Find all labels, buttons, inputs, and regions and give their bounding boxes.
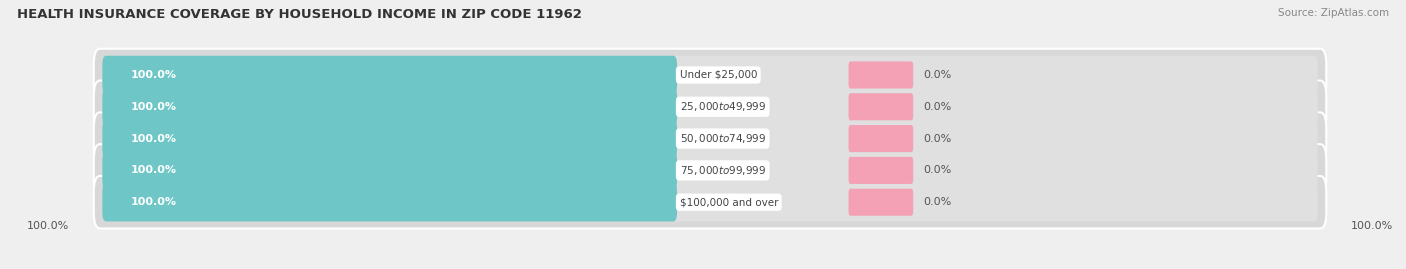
Text: $75,000 to $99,999: $75,000 to $99,999 <box>679 164 766 177</box>
FancyBboxPatch shape <box>103 183 678 221</box>
FancyBboxPatch shape <box>94 49 1326 101</box>
Text: $100,000 and over: $100,000 and over <box>679 197 778 207</box>
FancyBboxPatch shape <box>103 56 1317 94</box>
Text: 0.0%: 0.0% <box>924 134 952 144</box>
FancyBboxPatch shape <box>103 87 1317 126</box>
FancyBboxPatch shape <box>103 119 678 158</box>
Text: 0.0%: 0.0% <box>924 197 952 207</box>
FancyBboxPatch shape <box>94 112 1326 165</box>
Text: HEALTH INSURANCE COVERAGE BY HOUSEHOLD INCOME IN ZIP CODE 11962: HEALTH INSURANCE COVERAGE BY HOUSEHOLD I… <box>17 8 582 21</box>
Text: Under $25,000: Under $25,000 <box>679 70 756 80</box>
Text: 100.0%: 100.0% <box>131 70 176 80</box>
FancyBboxPatch shape <box>94 176 1326 228</box>
Text: 100.0%: 100.0% <box>131 134 176 144</box>
Text: 100.0%: 100.0% <box>1351 221 1393 231</box>
Text: $50,000 to $74,999: $50,000 to $74,999 <box>679 132 766 145</box>
FancyBboxPatch shape <box>103 151 678 190</box>
FancyBboxPatch shape <box>849 61 914 89</box>
Text: 100.0%: 100.0% <box>131 102 176 112</box>
Text: 0.0%: 0.0% <box>924 102 952 112</box>
Text: $25,000 to $49,999: $25,000 to $49,999 <box>679 100 766 113</box>
FancyBboxPatch shape <box>103 183 1317 221</box>
FancyBboxPatch shape <box>94 80 1326 133</box>
Text: 100.0%: 100.0% <box>27 221 69 231</box>
Text: Source: ZipAtlas.com: Source: ZipAtlas.com <box>1278 8 1389 18</box>
FancyBboxPatch shape <box>103 56 678 94</box>
FancyBboxPatch shape <box>849 93 914 120</box>
FancyBboxPatch shape <box>94 144 1326 197</box>
Text: 100.0%: 100.0% <box>131 197 176 207</box>
Text: 0.0%: 0.0% <box>924 70 952 80</box>
FancyBboxPatch shape <box>849 125 914 152</box>
Text: 100.0%: 100.0% <box>131 165 176 175</box>
FancyBboxPatch shape <box>103 87 678 126</box>
Text: 0.0%: 0.0% <box>924 165 952 175</box>
FancyBboxPatch shape <box>103 151 1317 190</box>
FancyBboxPatch shape <box>849 189 914 216</box>
FancyBboxPatch shape <box>103 119 1317 158</box>
FancyBboxPatch shape <box>849 157 914 184</box>
